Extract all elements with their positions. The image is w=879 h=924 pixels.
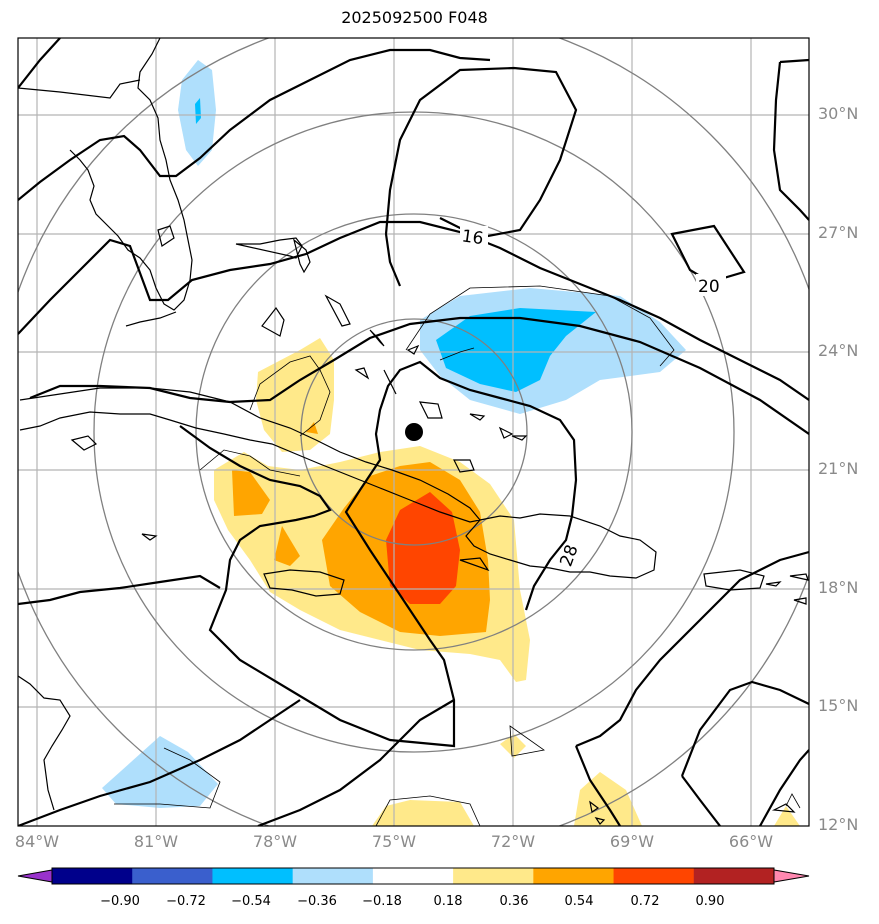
shading-red-core [386, 492, 460, 604]
colorbar-cell [533, 868, 615, 884]
cbar-tick-3: −0.54 [231, 894, 271, 909]
lon-label-69w: 69°W [609, 832, 655, 851]
lat-label-24n: 24°N [818, 341, 859, 360]
colorbar [17, 867, 810, 885]
colorbar-extend-high [773, 869, 810, 883]
colorbar-cell [693, 868, 775, 884]
storm-center-marker [405, 423, 423, 441]
colorbar-cell [292, 868, 374, 884]
colorbar-cell [372, 868, 454, 884]
colorbar-cell [613, 868, 695, 884]
colorbar-cell [453, 868, 534, 884]
shading-blue-fl [195, 98, 201, 124]
colorbar-cell [52, 868, 133, 884]
map-frame [17, 37, 810, 827]
lat-label-18n: 18°N [818, 578, 859, 597]
shading-layer [102, 60, 800, 826]
cbar-tick-4: −0.36 [297, 894, 337, 909]
cbar-tick-1: −0.90 [100, 894, 140, 909]
shading-yellow-bahamas [256, 338, 334, 452]
map-title: 2025092500 F048 [341, 8, 488, 27]
lon-label-81w: 81°W [133, 832, 179, 851]
shading-lightblue-sw [102, 736, 218, 808]
colorbar-cell [212, 868, 294, 884]
lon-label-75w: 75°W [371, 832, 417, 851]
cbar-tick-8: 0.54 [564, 894, 594, 909]
shading-yellow-s [372, 800, 474, 826]
cbar-tick-6: 0.18 [433, 894, 463, 909]
cbar-tick-9: 0.72 [630, 894, 660, 909]
shading-outlines [114, 285, 801, 826]
lat-label-27n: 27°N [818, 223, 859, 242]
lat-label-30n: 30°N [818, 104, 859, 123]
colorbar-frame [51, 867, 775, 885]
lat-label-12n: 12°N [818, 815, 859, 834]
colorbar-extend-low [17, 869, 53, 883]
cbar-tick-10: 0.90 [695, 894, 725, 909]
lon-label-66w: 66°W [728, 832, 774, 851]
lon-label-84w: 84°W [14, 832, 60, 851]
shading-orange-sw [274, 526, 300, 566]
contour-label-20: 20 [698, 277, 720, 297]
lon-label-78w: 78°W [252, 832, 298, 851]
lon-label-72w: 72°W [490, 832, 536, 851]
shading-orange-w [232, 470, 270, 516]
cbar-tick-7: 0.36 [499, 894, 529, 909]
lat-label-21n: 21°N [818, 459, 859, 478]
cbar-tick-5: −0.18 [362, 894, 402, 909]
coastlines [18, 38, 809, 825]
shading-blue-ne [436, 308, 596, 392]
contour-label-16: 16 [460, 226, 484, 249]
cbar-tick-2: −0.72 [166, 894, 206, 909]
contour-lines [18, 38, 809, 826]
lat-label-15n: 15°N [818, 696, 859, 715]
shading-yellow-corner [774, 806, 800, 826]
colorbar-cell [132, 868, 213, 884]
shading-orange-bahamas [306, 422, 318, 434]
